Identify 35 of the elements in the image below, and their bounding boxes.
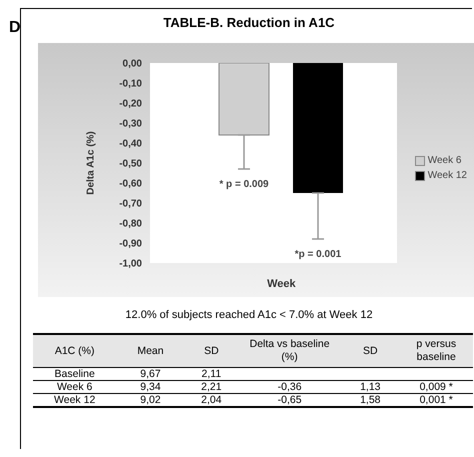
y-tick-label: -1,00 (119, 258, 142, 270)
x-axis-title: Week (267, 278, 296, 290)
y-tick-label: -0,80 (119, 218, 142, 230)
text: 0,009 * (418, 380, 454, 394)
text: 9,67 (139, 368, 162, 380)
text: 2,04 (200, 394, 223, 407)
text: 2,21 (200, 380, 223, 394)
y-tick-label: -0,40 (119, 138, 142, 150)
text: 12.0% of subjects reached A1c < 7.0% at Week 12 (124, 309, 374, 321)
text: 1,13 (359, 380, 382, 394)
text: 0,001 * (418, 394, 454, 407)
text: Week 6 (56, 380, 94, 394)
text: Baseline (54, 368, 96, 380)
annotation: * p = 0.009 (219, 179, 270, 190)
y-tick-label: -0,30 (119, 118, 142, 130)
text: -0,65 (276, 394, 303, 407)
text: -0,36 (276, 380, 303, 394)
y-tick-label: -0,60 (119, 178, 142, 190)
text: 1,58 (359, 394, 382, 407)
y-tick-label: -0,50 (119, 158, 142, 170)
annotation: *p = 0.001 (294, 249, 342, 260)
text: Week 12 (53, 394, 96, 407)
text: D (9, 19, 21, 37)
y-tick-label: -0,70 (119, 198, 142, 210)
text: 2,11 (200, 368, 222, 380)
legend-label: Week 6 (428, 155, 462, 166)
chart-title: TABLE-B. Reduction in A1C (162, 14, 336, 32)
y-tick-label: -0,90 (119, 238, 142, 250)
y-axis-title: Delta A1c (%) (86, 131, 97, 195)
text: 9,34 (139, 380, 162, 394)
text: 9,02 (139, 394, 162, 407)
legend-label: Week 12 (428, 170, 467, 181)
y-tick-label: 0,00 (122, 58, 142, 70)
y-tick-label: -0,10 (119, 78, 142, 90)
y-tick-label: -0,20 (119, 98, 142, 110)
